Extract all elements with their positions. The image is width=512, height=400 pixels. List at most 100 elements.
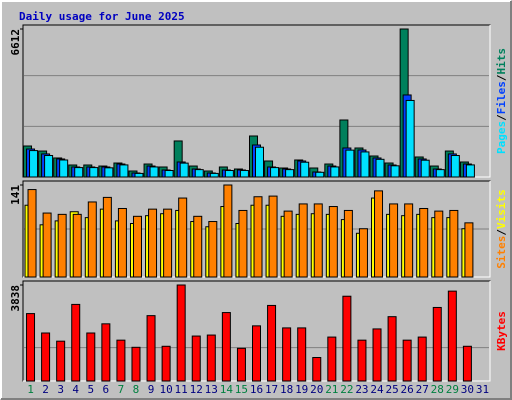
bar: [419, 207, 429, 278]
bar: [208, 221, 218, 278]
legend-separator: /: [495, 229, 508, 236]
bar: [328, 206, 338, 278]
x-tick-label: 21: [325, 383, 338, 396]
x-tick-label: 30: [461, 383, 474, 396]
x-tick-label: 6: [103, 383, 110, 396]
bar: [450, 155, 460, 178]
x-tick-label: 19: [295, 383, 308, 396]
bar: [387, 316, 397, 382]
bar: [26, 313, 36, 382]
bar: [285, 169, 295, 178]
x-tick-label: 27: [416, 383, 429, 396]
bar: [178, 197, 188, 278]
bar: [236, 347, 246, 382]
bar: [252, 325, 261, 382]
x-tick-label: 7: [118, 383, 125, 396]
bar: [358, 228, 368, 278]
bar: [270, 167, 280, 178]
bar: [193, 215, 203, 278]
bar: [417, 336, 427, 382]
x-tick-label: 29: [446, 383, 459, 396]
x-tick-label: 4: [72, 383, 79, 396]
x-tick-label: 20: [310, 383, 323, 396]
x-tick-label: 8: [133, 383, 140, 396]
bar: [238, 209, 248, 278]
bar: [253, 196, 263, 278]
bar: [72, 213, 82, 278]
x-tick-label: 3: [57, 383, 64, 396]
bar: [102, 196, 112, 278]
bar: [149, 166, 159, 178]
legend-entry: Visits: [495, 189, 508, 229]
bar: [116, 339, 126, 382]
legend: Pages/Files/Hits: [495, 48, 508, 154]
bar: [372, 328, 382, 382]
x-tick-label: 11: [175, 383, 188, 396]
x-tick-label: 5: [87, 383, 94, 396]
bar: [146, 315, 156, 382]
bar: [194, 169, 204, 178]
bar: [44, 155, 54, 178]
bar: [283, 210, 293, 278]
bar: [449, 209, 459, 278]
legend-separator: /: [495, 74, 508, 81]
bar: [148, 208, 158, 278]
x-tick-label: 23: [355, 383, 368, 396]
bar: [315, 171, 325, 178]
chart-title: Daily usage for June 2025: [19, 10, 185, 23]
x-tick-label: 25: [385, 383, 398, 396]
bar: [255, 146, 264, 178]
x-tick-label: 16: [250, 383, 263, 396]
bar: [164, 170, 174, 178]
bar: [163, 208, 173, 278]
bar: [224, 170, 234, 178]
bar: [223, 184, 233, 278]
bar: [119, 164, 129, 178]
bar: [221, 312, 231, 382]
bar: [312, 357, 322, 382]
bar: [402, 339, 412, 382]
bar: [27, 189, 37, 278]
bar: [435, 169, 445, 178]
bar: [104, 167, 114, 178]
bar: [101, 323, 111, 382]
bar: [86, 332, 96, 382]
bar: [131, 346, 141, 382]
bar: [74, 167, 84, 178]
bar: [465, 164, 475, 178]
legend-entry: Sites: [495, 236, 508, 269]
bar: [298, 203, 308, 278]
bar: [327, 336, 337, 382]
bar: [29, 150, 39, 178]
x-tick-label: 10: [159, 383, 172, 396]
y-tick-label: 6612: [9, 29, 22, 56]
bar: [375, 158, 385, 178]
x-tick-label: 26: [401, 383, 414, 396]
bar: [267, 304, 277, 382]
bar: [330, 166, 340, 178]
bar: [89, 167, 99, 178]
bar: [134, 172, 144, 178]
legend: KBytes: [495, 311, 508, 351]
bar: [57, 213, 67, 278]
x-tick-label: 18: [280, 383, 293, 396]
x-tick-label: 17: [265, 383, 278, 396]
bar: [374, 190, 384, 278]
bar: [239, 170, 249, 178]
bar: [343, 209, 353, 278]
bar: [132, 215, 142, 278]
bar: [268, 195, 278, 278]
bar: [462, 345, 472, 382]
x-tick-label: 24: [370, 383, 384, 396]
legend-entry: Hits: [495, 48, 508, 75]
bar: [360, 151, 370, 178]
legend-entry: Pages: [495, 121, 508, 154]
bar: [41, 332, 51, 382]
legend-entry: KBytes: [495, 311, 508, 351]
x-tick-label: 1: [27, 383, 34, 396]
bar: [179, 162, 189, 178]
bar: [390, 165, 400, 178]
x-tick-label: 15: [235, 383, 248, 396]
